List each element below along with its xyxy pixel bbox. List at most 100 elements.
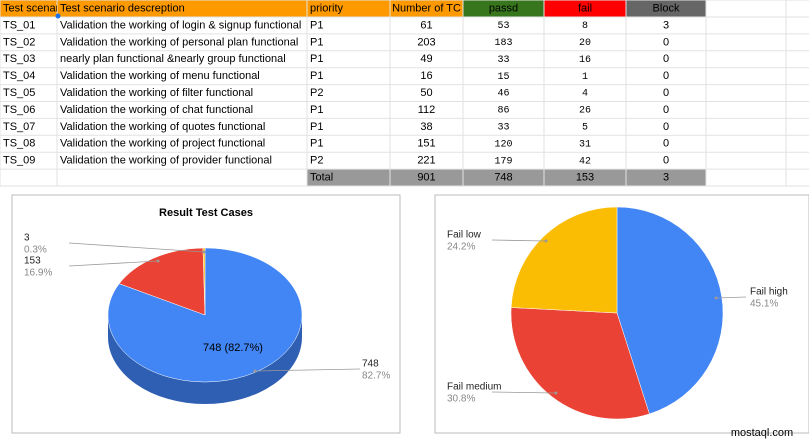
- cell-text: TS_06: [3, 104, 35, 116]
- slice-percent: 30.8%: [447, 394, 475, 405]
- cell-text: fail: [578, 2, 592, 14]
- cell-text: priority: [310, 2, 344, 14]
- header-cell: [57, 0, 307, 17]
- slice-label: Fail low: [447, 230, 482, 241]
- cell-text: P2: [310, 155, 323, 167]
- cell-text: 8: [582, 21, 588, 32]
- leader-line: [68, 260, 159, 267]
- leader-line: [491, 239, 547, 242]
- cell-text: 3: [663, 19, 669, 31]
- cell-text: P1: [310, 19, 323, 31]
- cell-text: Validation the working of provider funct…: [60, 155, 272, 167]
- cell-text: Validation the working of personal plan …: [60, 36, 298, 48]
- cell-text: P1: [310, 53, 323, 65]
- cell-text: 0: [663, 70, 669, 82]
- leader-dot: [202, 250, 206, 254]
- cell-text: 16: [579, 55, 591, 66]
- cell-text: Validation the working of login & signup…: [60, 19, 301, 31]
- watermark: mostaql.com: [731, 427, 793, 439]
- cell-text: 50: [420, 87, 432, 99]
- cell-text: 203: [417, 36, 435, 48]
- leader-line: [68, 242, 205, 253]
- cell-text: P1: [310, 70, 323, 82]
- cell-text: 33: [497, 122, 509, 133]
- cell-text: Test scenario: [3, 2, 68, 14]
- cell-text: P2: [310, 87, 323, 99]
- leader-line: [491, 391, 557, 394]
- cell-text: Number of TC: [392, 2, 461, 14]
- slice-percent: 0.3%: [24, 245, 47, 256]
- cell-text: P1: [310, 36, 323, 48]
- cell-text: 183: [494, 38, 512, 49]
- cell-text: 42: [579, 156, 591, 167]
- cell-text: TS_01: [3, 19, 35, 31]
- cell-text: 20: [579, 38, 591, 49]
- cell-text: TS_09: [3, 155, 35, 167]
- cell-text: 0: [663, 53, 669, 65]
- cell-text: 61: [420, 19, 432, 31]
- leader-dot: [253, 369, 257, 373]
- cell-text: P1: [310, 104, 323, 116]
- cell-text: Total: [310, 171, 333, 183]
- header-cell: [390, 0, 463, 17]
- cell-text: Validation the working of quotes functio…: [60, 121, 265, 133]
- cell-text: 5: [582, 122, 588, 133]
- slice-label: Fail high: [750, 287, 788, 298]
- leader-dot: [714, 296, 718, 300]
- cell-text: 0: [663, 138, 669, 150]
- cell-text: 120: [494, 139, 512, 150]
- leader-dot: [544, 239, 548, 243]
- cell-text: 0: [663, 36, 669, 48]
- pie-slice: [118, 247, 206, 316]
- cell-text: TS_08: [3, 138, 35, 150]
- cell-text: passd: [489, 2, 518, 14]
- cell-text: 0: [663, 121, 669, 133]
- leader-line: [254, 368, 361, 372]
- cell-text: 53: [497, 21, 509, 32]
- cell-text: 46: [497, 89, 509, 100]
- cell-text: 4: [582, 89, 588, 100]
- slice-value: 153: [24, 256, 41, 267]
- cell-text: TS_02: [3, 36, 35, 48]
- cell-text: Validation the working of filter functio…: [60, 87, 253, 99]
- cell-text: nearly plan functional &nearly group fun…: [60, 53, 286, 65]
- header-cell: [626, 0, 706, 17]
- pie-slice: [202, 247, 206, 316]
- cell-text: 153: [576, 171, 594, 183]
- cell-text: 0: [663, 104, 669, 116]
- pie-slice: [510, 206, 618, 314]
- cell-text: Validation the working of menu functiona…: [60, 70, 260, 82]
- cell-text: P1: [310, 138, 323, 150]
- cell-text: 901: [417, 171, 435, 183]
- cell-text: 748: [494, 171, 512, 183]
- cell-text: 221: [417, 155, 435, 167]
- cell-text: TS_05: [3, 87, 35, 99]
- pie-slice: [510, 307, 650, 420]
- cell-text: 49: [420, 53, 432, 65]
- cell-text: Test scenario descreption: [60, 2, 185, 14]
- cell-text: 0: [663, 155, 669, 167]
- total-band: [307, 169, 706, 186]
- slice-percent: 82.7%: [362, 371, 390, 382]
- cell-text: Validation the working of project functi…: [60, 138, 265, 150]
- cell-text: 16: [420, 70, 432, 82]
- slice-percent: 24.2%: [447, 242, 475, 253]
- cell-text: P1: [310, 121, 323, 133]
- cell-text: 33: [497, 55, 509, 66]
- cell-text: Validation the working of chat functiona…: [60, 104, 253, 116]
- slice-percent: 45.1%: [750, 299, 778, 310]
- cell-text: 3: [663, 171, 669, 183]
- cell-text: 26: [579, 106, 591, 117]
- cell-text: 15: [497, 72, 509, 83]
- cell-text: TS_07: [3, 121, 35, 133]
- cell-text: 1: [582, 72, 588, 83]
- chart-title: Result Test Cases: [159, 207, 253, 219]
- center-label: 748 (82.7%): [203, 342, 263, 354]
- slice-label: Fail medium: [447, 382, 501, 393]
- cell-text: 179: [494, 156, 512, 167]
- cell-text: 151: [417, 138, 435, 150]
- cell-text: 0: [663, 87, 669, 99]
- cell-text: 31: [579, 139, 591, 150]
- cell-text: Block: [653, 2, 680, 14]
